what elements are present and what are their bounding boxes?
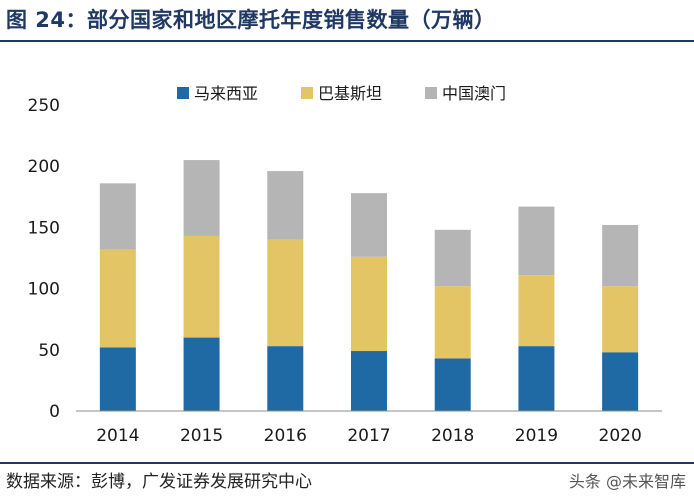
bar-segment [99,347,136,411]
bar-segment [434,358,471,411]
y-tick-label: 200 [28,157,60,177]
bar-segment [351,193,387,257]
legend-swatch [177,87,189,99]
y-tick-label: 50 [38,341,60,361]
bar-segment [99,249,136,348]
legend: 马来西亚 巴基斯坦 中国澳门 [177,84,506,103]
bar-segment [183,235,220,338]
bar-segment [351,351,387,411]
x-tick-label: 2019 [515,426,558,446]
legend-swatch [301,87,313,99]
y-tick-label: 250 [28,96,60,116]
y-axis: 0 50 100 150 200 250 [28,96,60,422]
bar-segment [518,206,555,276]
bar-segment [267,171,304,240]
x-tick-label: 2017 [347,426,390,446]
bar-segment [602,352,639,411]
bar-segment [183,160,220,236]
title-divider [0,40,694,42]
y-tick-label: 100 [28,280,60,300]
watermark: 头条 @未来智库 [568,472,686,491]
bar-segment [602,286,639,353]
x-tick-label: 2016 [264,426,307,446]
legend-label: 巴基斯坦 [318,84,382,103]
x-tick-label: 2014 [96,426,139,446]
legend-label: 中国澳门 [442,84,506,103]
bar-segment [434,286,471,359]
chart-title: 图 24：部分国家和地区摩托年度销售数量（万辆） [6,8,496,32]
x-axis: 2014 2015 2016 2017 2018 2019 2020 [76,410,662,446]
x-tick-label: 2015 [180,426,223,446]
bar-segment [518,275,555,347]
y-tick-label: 0 [49,402,60,422]
footer-divider [0,462,694,464]
legend-label: 马来西亚 [194,84,258,103]
source-note: 数据来源：彭博，广发证券发展研究中心 [6,472,312,492]
x-tick-label: 2018 [431,426,474,446]
bar-segment [351,256,387,352]
y-tick-label: 150 [28,218,60,238]
bar-segment [267,346,304,411]
x-tick-label: 2020 [599,426,642,446]
bar-segment [267,239,304,347]
bar-segment [602,224,639,287]
bar-segment [183,337,220,411]
bar-segment [99,183,136,250]
legend-swatch [425,87,437,99]
bar-segment [518,346,555,411]
bars [99,160,639,411]
bar-segment [434,229,471,287]
